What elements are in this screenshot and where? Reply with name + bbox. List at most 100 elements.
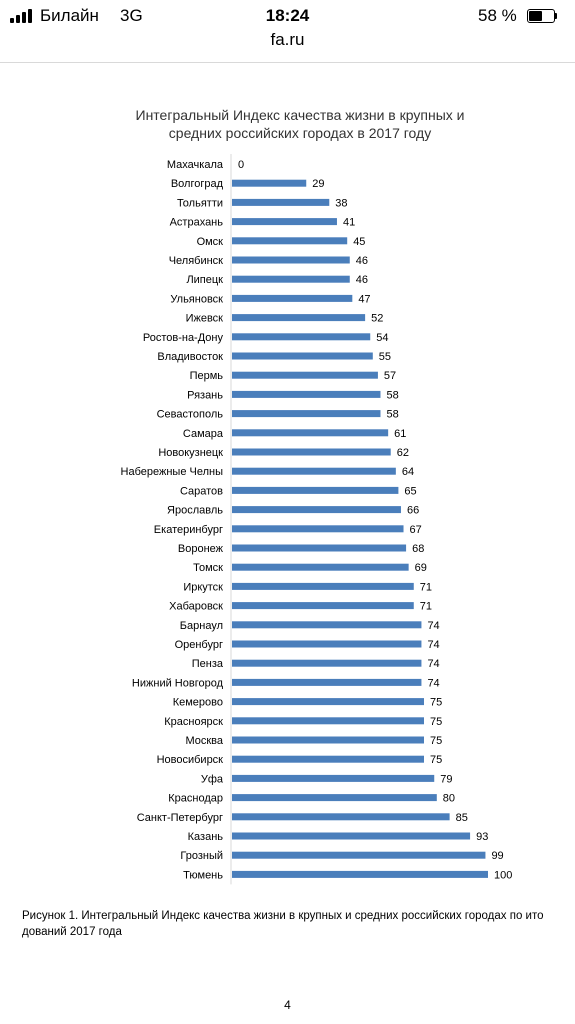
page-number: 4 [284, 998, 291, 1012]
category-label: Уфа [201, 773, 224, 785]
data-label: 93 [476, 831, 488, 843]
bar [232, 870, 488, 878]
signal-strength-icon [10, 9, 34, 23]
category-label: Ульяновск [170, 293, 223, 305]
bar [232, 659, 422, 667]
figure-caption: Рисунок 1. Интегральный Индекс качества … [22, 910, 544, 938]
bar [232, 237, 348, 245]
bar [232, 621, 422, 629]
bar [232, 467, 396, 475]
bar [232, 429, 389, 437]
bar [232, 582, 414, 590]
category-label: Омск [197, 236, 224, 248]
category-label: Барнаул [180, 620, 223, 632]
data-label: 0 [238, 159, 244, 171]
category-label: Набережные Челны [121, 466, 224, 478]
data-label: 68 [412, 543, 424, 555]
category-label: Нижний Новгород [132, 677, 224, 689]
data-label: 75 [430, 697, 442, 709]
category-label: Санкт-Петербург [137, 812, 223, 824]
bar [232, 774, 435, 782]
bar [232, 179, 307, 187]
chart-title: Интегральный Индекс качества жизни в кру… [135, 107, 465, 141]
bar [232, 275, 350, 283]
category-label: Оренбург [175, 639, 223, 651]
bar [232, 352, 373, 360]
data-label: 47 [358, 293, 370, 305]
data-label: 61 [394, 428, 406, 440]
data-label: 74 [427, 620, 439, 632]
bar [232, 525, 404, 533]
category-label: Липецк [186, 274, 223, 286]
category-label: Самара [183, 428, 224, 440]
category-label: Казань [188, 831, 224, 843]
category-label: Кемерово [173, 697, 223, 709]
category-label: Москва [185, 735, 223, 747]
data-label: 58 [386, 409, 398, 421]
data-label: 75 [430, 754, 442, 766]
data-label: 71 [420, 601, 432, 613]
data-label: 99 [491, 850, 503, 862]
data-label: 46 [356, 255, 368, 267]
category-label: Краснодар [168, 793, 223, 805]
category-label: Владивосток [157, 351, 223, 363]
bar [232, 486, 399, 494]
bar [232, 506, 401, 514]
category-label: Екатеринбург [154, 524, 223, 536]
data-label: 71 [420, 581, 432, 593]
bar [232, 256, 350, 264]
bar [232, 736, 424, 744]
data-label: 69 [415, 562, 427, 574]
carrier-name: Билайн [40, 6, 99, 25]
data-label: 67 [410, 524, 422, 536]
category-label: Ижевск [186, 313, 224, 325]
category-label: Саратов [180, 485, 223, 497]
bar [232, 218, 337, 226]
category-label: Волгоград [171, 178, 224, 190]
data-label: 46 [356, 274, 368, 286]
category-label: Новосибирск [157, 754, 224, 766]
battery-percent: 58 % [478, 6, 517, 25]
data-label: 74 [427, 677, 439, 689]
bar [232, 851, 486, 859]
bar [232, 563, 409, 571]
data-label: 74 [427, 639, 439, 651]
category-label: Рязань [187, 389, 223, 401]
bar [232, 640, 422, 648]
bar [232, 410, 381, 418]
bar [232, 314, 366, 322]
data-label: 55 [379, 351, 391, 363]
data-label: 41 [343, 217, 355, 229]
data-label: 29 [312, 178, 324, 190]
data-label: 100 [494, 869, 512, 881]
status-bar: Билайн 3G 18:24 58 % [0, 0, 575, 32]
category-label: Махачкала [167, 159, 224, 171]
data-label: 85 [456, 812, 468, 824]
network-type: 3G [120, 6, 143, 25]
category-label: Иркутск [183, 581, 223, 593]
status-time: 18:24 [265, 6, 310, 25]
bar [232, 698, 424, 706]
bar [232, 813, 450, 821]
toolbar-divider [0, 62, 575, 63]
category-label: Астрахань [170, 217, 224, 229]
category-label: Ярославль [167, 505, 223, 517]
category-label: Томск [193, 562, 223, 574]
data-label: 66 [407, 505, 419, 517]
data-label: 65 [404, 485, 416, 497]
data-label: 52 [371, 313, 383, 325]
bar [232, 544, 407, 552]
bar [232, 832, 471, 840]
data-label: 54 [376, 332, 388, 344]
category-label: Хабаровск [169, 601, 223, 613]
category-label: Пенза [192, 658, 224, 670]
category-label: Грозный [180, 850, 223, 862]
category-label: Красноярск [164, 716, 223, 728]
bar [232, 198, 330, 206]
data-label: 58 [386, 389, 398, 401]
category-label: Тюмень [183, 869, 223, 881]
category-label: Ростов-на-Дону [143, 332, 224, 344]
category-label: Тольятти [177, 197, 223, 209]
address-bar[interactable]: fa.ru [270, 30, 305, 49]
data-label: 38 [335, 197, 347, 209]
